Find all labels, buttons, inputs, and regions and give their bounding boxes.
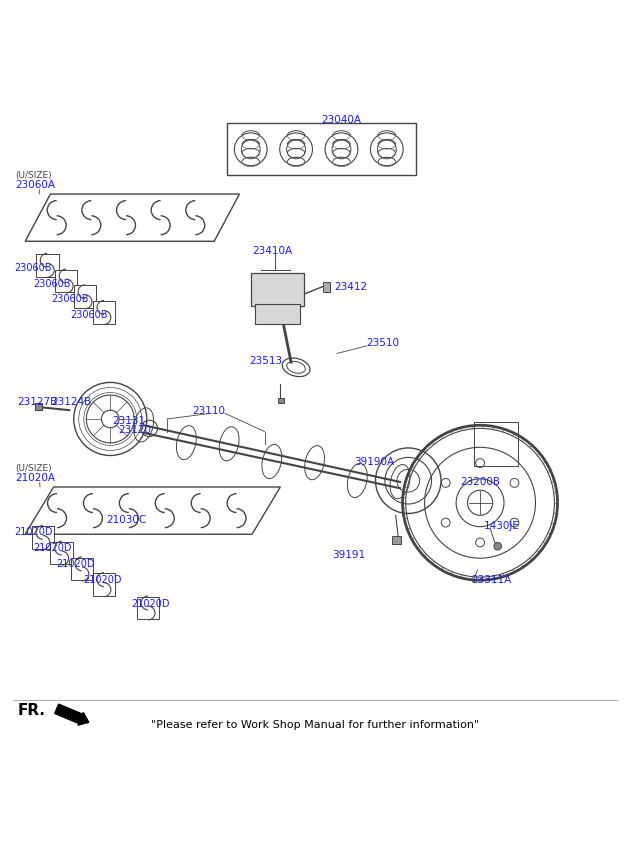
Text: 23127B: 23127B <box>18 397 58 407</box>
Bar <box>50 542 73 565</box>
Text: 23200B: 23200B <box>460 477 500 487</box>
Bar <box>323 282 330 292</box>
Bar <box>251 273 304 305</box>
Polygon shape <box>25 487 280 534</box>
Text: 23510: 23510 <box>367 338 399 349</box>
Text: 21020D: 21020D <box>57 559 95 569</box>
Text: 23412: 23412 <box>334 282 367 292</box>
Bar <box>74 286 96 308</box>
Text: 21030C: 21030C <box>106 515 146 525</box>
Text: 23060B: 23060B <box>71 310 108 320</box>
Text: 21020D: 21020D <box>131 599 169 609</box>
Bar <box>71 558 93 580</box>
FancyArrow shape <box>55 704 89 725</box>
Text: (U/SIZE): (U/SIZE) <box>16 170 52 180</box>
Circle shape <box>494 543 501 550</box>
Text: 23120: 23120 <box>118 426 151 435</box>
Text: 21020D: 21020D <box>83 575 122 585</box>
Text: 23060B: 23060B <box>52 294 89 304</box>
Bar <box>93 301 115 324</box>
Bar <box>36 254 59 276</box>
Bar <box>227 124 416 176</box>
Text: "Please refer to Work Shop Manual for further information": "Please refer to Work Shop Manual for fu… <box>151 720 479 730</box>
Bar <box>55 270 77 293</box>
Bar <box>255 304 300 325</box>
Text: 23311A: 23311A <box>471 575 512 585</box>
Text: FR.: FR. <box>18 702 45 717</box>
Text: 23410A: 23410A <box>252 246 292 256</box>
Text: 39191: 39191 <box>333 550 366 560</box>
Bar <box>278 399 284 403</box>
Text: 23060B: 23060B <box>14 263 52 273</box>
Text: 1430JE: 1430JE <box>484 521 520 531</box>
Bar <box>392 535 401 544</box>
Text: (U/SIZE): (U/SIZE) <box>16 464 52 472</box>
Text: 23040A: 23040A <box>321 114 361 125</box>
Text: 39190A: 39190A <box>354 457 394 466</box>
Text: 21020D: 21020D <box>33 543 71 553</box>
Polygon shape <box>25 194 239 242</box>
Text: 21020D: 21020D <box>14 527 52 538</box>
Bar <box>93 573 115 596</box>
Text: 23110: 23110 <box>192 406 225 416</box>
Bar <box>35 403 42 410</box>
Text: 21020A: 21020A <box>16 472 55 483</box>
Text: 23131: 23131 <box>112 416 146 426</box>
Bar <box>137 597 159 619</box>
Text: 23060A: 23060A <box>16 180 55 190</box>
Text: 23060B: 23060B <box>33 278 71 288</box>
Text: 23513: 23513 <box>249 356 282 366</box>
Bar <box>32 526 54 549</box>
Text: 23124B: 23124B <box>52 397 92 407</box>
